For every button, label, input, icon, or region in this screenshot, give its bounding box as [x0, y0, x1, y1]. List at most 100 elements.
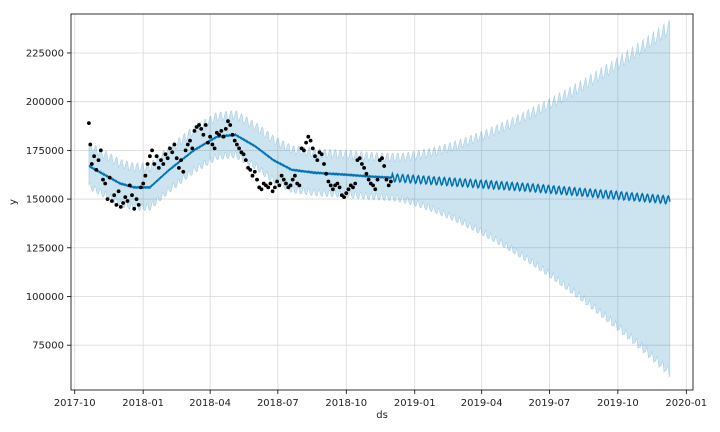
observed-point: [302, 148, 306, 153]
observed-point: [94, 168, 99, 172]
observed-point: [163, 152, 168, 157]
x-tick-label: 2018-07: [257, 398, 299, 409]
observed-point: [386, 183, 391, 188]
observed-point: [183, 148, 188, 153]
observed-point: [114, 203, 119, 207]
observed-point: [360, 162, 364, 166]
observed-point: [96, 158, 101, 163]
observed-point: [123, 195, 128, 200]
observed-point: [308, 138, 313, 143]
observed-point: [380, 156, 384, 161]
observed-point: [206, 140, 210, 145]
observed-point: [304, 140, 308, 145]
observed-points: [87, 119, 393, 211]
observed-point: [319, 152, 324, 157]
y-tick-label: 100000: [26, 292, 64, 303]
observed-point: [382, 164, 387, 168]
observed-point: [335, 181, 340, 186]
observed-point: [88, 142, 93, 147]
observed-point: [168, 146, 172, 151]
observed-point: [121, 201, 125, 205]
observed-point: [203, 123, 208, 127]
observed-point: [150, 148, 155, 153]
observed-point: [170, 150, 175, 155]
y-tick-label: 225000: [26, 48, 64, 59]
observed-point: [297, 183, 302, 188]
x-tick-label: 2017-10: [54, 398, 96, 409]
observed-point: [252, 169, 257, 174]
observed-point: [281, 177, 286, 182]
observed-point: [255, 177, 259, 182]
y-tick-label: 75000: [32, 341, 64, 352]
forecast-line: [88, 132, 671, 205]
observed-point: [270, 189, 275, 194]
observed-point: [322, 162, 326, 166]
observed-point: [275, 179, 279, 184]
observed-point: [273, 185, 277, 190]
plot-frame: [70, 13, 694, 391]
observed-point: [228, 123, 233, 127]
observed-point: [101, 177, 105, 182]
observed-point: [346, 187, 351, 192]
observed-point: [324, 171, 329, 176]
observed-point: [328, 183, 333, 188]
observed-point: [344, 191, 349, 196]
x-tick-label: 2019-07: [529, 398, 571, 409]
observed-point: [232, 138, 237, 143]
forecast-series-line: [88, 132, 671, 205]
observed-point: [217, 132, 222, 137]
observed-point: [375, 177, 380, 182]
observed-point: [243, 158, 248, 163]
observed-point: [366, 177, 371, 182]
observed-point: [212, 146, 217, 151]
observed-point: [98, 148, 103, 153]
observed-point: [105, 197, 110, 202]
observed-point: [277, 183, 282, 188]
observed-point: [235, 142, 239, 147]
observed-point: [331, 187, 335, 192]
observed-point: [315, 158, 320, 163]
observed-point: [306, 134, 311, 139]
observed-point: [152, 162, 157, 166]
observed-point: [248, 168, 253, 172]
observed-point: [130, 193, 134, 198]
observed-point: [364, 171, 369, 176]
observed-point: [161, 162, 166, 166]
observed-point: [154, 154, 159, 159]
y-tick-label: 200000: [26, 97, 64, 108]
observed-point: [89, 162, 94, 166]
observed-point: [148, 154, 152, 159]
observed-point: [136, 203, 141, 207]
observed-point: [174, 156, 179, 161]
y-tick-label: 125000: [26, 243, 64, 254]
observed-point: [201, 132, 206, 137]
y-tick-label: 150000: [26, 195, 64, 206]
observed-point: [192, 129, 197, 133]
observed-point: [226, 119, 230, 124]
observed-point: [132, 206, 137, 211]
observed-point: [230, 132, 235, 137]
observed-point: [250, 173, 255, 178]
uncertainty-band-area: [88, 19, 671, 378]
x-tick-label: 2018-01: [122, 398, 164, 409]
observed-point: [185, 142, 190, 147]
observed-point: [241, 152, 246, 157]
observed-point: [210, 142, 215, 147]
observed-point: [188, 138, 192, 143]
observed-point: [107, 175, 112, 180]
x-tick-label: 2018-10: [325, 398, 367, 409]
observed-point: [284, 181, 288, 186]
observed-point: [208, 134, 213, 139]
y-tick-label: 175000: [26, 146, 64, 157]
x-axis: 2017-10 2018-01 2018-04 2018-07 2018-10 2019-…: [54, 390, 707, 409]
observed-point: [266, 185, 271, 190]
observed-point: [310, 146, 315, 151]
uncertainty-band: [88, 19, 671, 378]
observed-point: [159, 158, 163, 163]
observed-point: [141, 181, 146, 186]
observed-point: [110, 199, 114, 203]
observed-point: [125, 199, 130, 203]
x-tick-label: 2020-01: [665, 398, 707, 409]
observed-point: [177, 166, 181, 170]
observed-point: [181, 169, 186, 174]
